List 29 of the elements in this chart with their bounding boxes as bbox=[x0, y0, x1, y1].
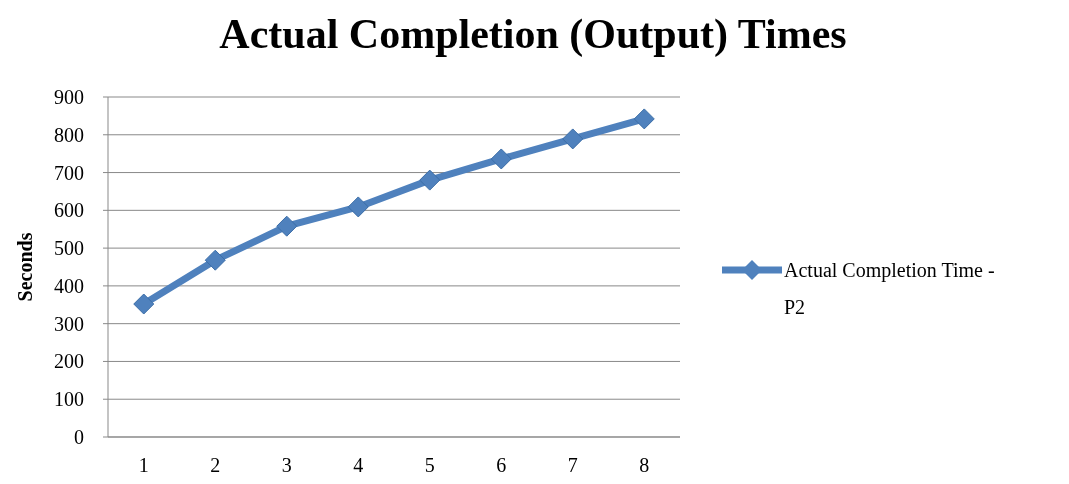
point bbox=[204, 249, 226, 271]
point bbox=[562, 128, 584, 150]
point bbox=[490, 148, 512, 170]
chart-title: Actual Completion (Output) Times bbox=[219, 11, 847, 58]
x-tick-label: 1 bbox=[138, 454, 149, 476]
x-tick-label: 7 bbox=[567, 454, 578, 476]
x-tick-label: 8 bbox=[639, 454, 650, 476]
point bbox=[133, 293, 155, 315]
y-tick-label: 100 bbox=[54, 388, 84, 411]
x-tick-label: 2 bbox=[210, 454, 221, 476]
point bbox=[347, 196, 369, 218]
x-tick-label: 5 bbox=[424, 454, 435, 476]
y-tick-label: 200 bbox=[54, 350, 84, 373]
point bbox=[633, 108, 655, 130]
y-tick-label: 700 bbox=[54, 161, 84, 184]
point bbox=[276, 215, 298, 237]
y-tick-label: 800 bbox=[54, 123, 84, 146]
y-tick-label: 900 bbox=[54, 86, 84, 108]
y-tick-label: 600 bbox=[54, 199, 84, 222]
point bbox=[419, 169, 441, 191]
y-tick-label: 0 bbox=[74, 426, 84, 448]
x-tick-label: 4 bbox=[353, 454, 364, 476]
x-tick-label: 6 bbox=[496, 454, 507, 476]
y-tick-label: 400 bbox=[54, 274, 84, 297]
x-tick-label: 3 bbox=[281, 454, 292, 476]
legend-label: Actual Completion Time - P2 bbox=[784, 259, 995, 318]
y-tick-label: 500 bbox=[54, 237, 84, 260]
y-tick-label: 300 bbox=[54, 312, 84, 335]
y-axis-title: Seconds bbox=[14, 232, 36, 302]
